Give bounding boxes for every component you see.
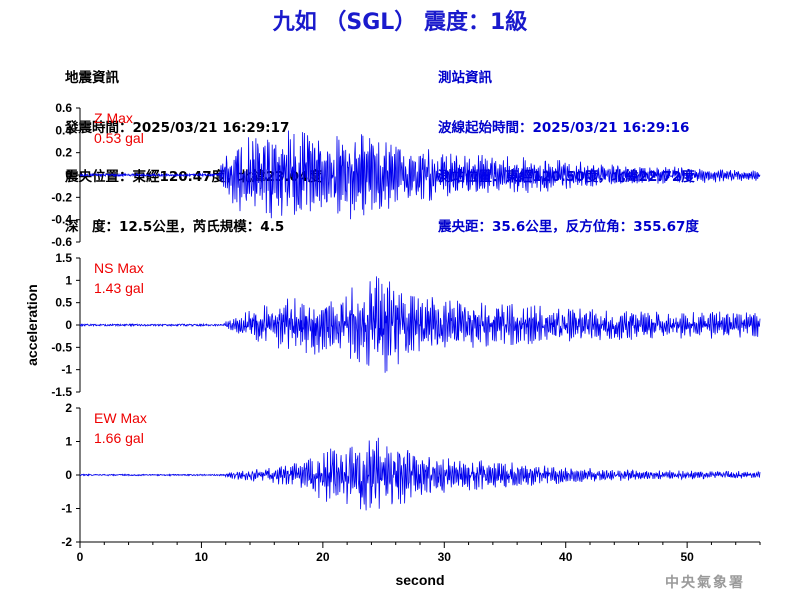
event-info-heading: 地震資訊 [65,70,119,86]
y-tick-label: 0 [65,168,72,182]
max-label-ew: EW Max [94,410,147,426]
waveform-ns [79,276,761,373]
y-tick-label: 1.5 [55,251,72,265]
y-tick-label: 0.4 [55,123,72,137]
y-axis-label: acceleration [24,284,40,366]
y-tick-label: -0.2 [51,190,72,204]
x-tick-label: 10 [195,550,209,564]
y-tick-label: 0 [65,468,72,482]
y-tick-label: 0 [65,318,72,332]
y-tick-label: 0.6 [55,101,72,115]
footer-agency: 中央氣象署 [665,575,745,591]
y-tick-label: -0.5 [51,340,72,354]
x-tick-label: 20 [316,550,330,564]
x-tick-label: 40 [559,550,573,564]
y-tick-label: -1 [61,363,72,377]
y-tick-label: 1 [65,435,72,449]
y-tick-label: 1 [65,273,72,287]
x-tick-label: 50 [680,550,694,564]
max-label-z: Z Max [94,110,133,126]
wave-start-time: 波線起始時間：2025/03/21 16:29:16 [438,119,690,136]
x-tick-label: 30 [438,550,452,564]
max-value-ew: 1.66 gal [94,430,144,446]
y-tick-label: -0.4 [51,213,72,227]
epicentral-distance: 震央距：35.6公里，反方位角：355.67度 [438,218,699,235]
max-value-z: 0.53 gal [94,130,144,146]
origin-time: 發震時間：2025/03/21 16:29:17 [65,119,290,136]
y-tick-label: -1.5 [51,385,72,399]
waveform-z [79,130,761,220]
y-tick-label: 0.5 [55,296,72,310]
depth-magnitude: 深 度：12.5公里，芮氏規模：4.5 [65,218,285,235]
y-tick-label: -2 [61,535,72,549]
waveform-ew [79,437,761,511]
max-label-ns: NS Max [94,260,144,276]
y-tick-label: -1 [61,502,72,516]
y-tick-label: -0.6 [51,235,72,249]
y-tick-label: 2 [65,401,72,415]
station-info-heading: 測站資訊 [438,70,492,86]
x-axis-label: second [395,572,444,588]
page-title: 九如 （SGL） 震度：1級 [272,10,528,35]
x-tick-label: 0 [77,550,84,564]
y-tick-label: 0.2 [55,146,72,160]
max-value-ns: 1.43 gal [94,280,144,296]
